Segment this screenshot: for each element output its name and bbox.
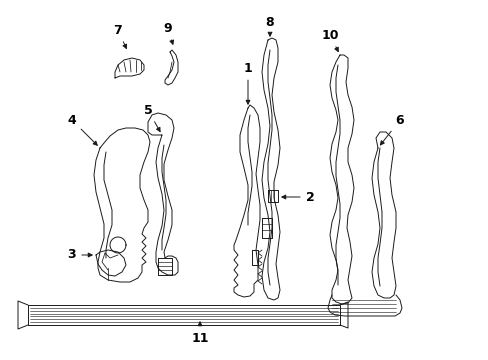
Text: 3: 3	[67, 248, 92, 261]
Text: 7: 7	[113, 23, 126, 49]
Text: 1: 1	[243, 62, 252, 104]
Text: 10: 10	[321, 28, 338, 51]
Text: 5: 5	[143, 104, 160, 132]
Text: 9: 9	[163, 22, 173, 44]
Text: 11: 11	[191, 322, 208, 345]
Text: 4: 4	[67, 113, 97, 145]
Text: 6: 6	[380, 113, 404, 145]
Text: 8: 8	[265, 15, 274, 36]
Text: 2: 2	[281, 190, 314, 203]
